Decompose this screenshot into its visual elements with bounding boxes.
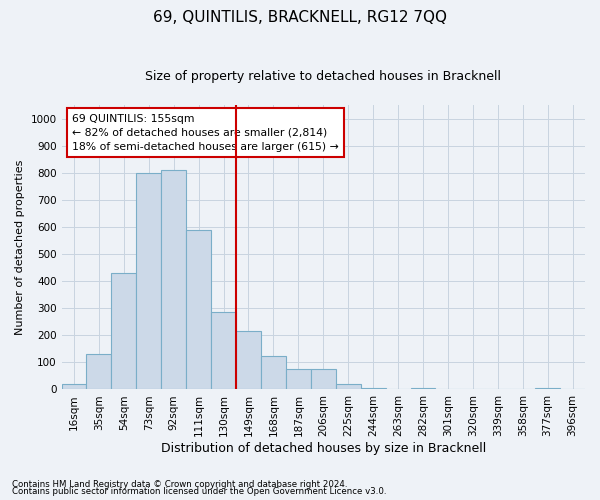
Bar: [112, 273, 136, 390]
X-axis label: Distribution of detached houses by size in Bracknell: Distribution of detached houses by size …: [161, 442, 486, 455]
Bar: [535, 388, 560, 390]
Title: Size of property relative to detached houses in Bracknell: Size of property relative to detached ho…: [145, 70, 501, 83]
Bar: [62, 384, 86, 390]
Y-axis label: Number of detached properties: Number of detached properties: [15, 160, 25, 335]
Text: Contains public sector information licensed under the Open Government Licence v3: Contains public sector information licen…: [12, 487, 386, 496]
Bar: [136, 172, 161, 390]
Bar: [311, 369, 336, 390]
Bar: [161, 170, 186, 390]
Bar: [336, 384, 361, 390]
Bar: [361, 388, 386, 390]
Bar: [286, 369, 311, 390]
Bar: [186, 230, 211, 390]
Bar: [211, 312, 236, 390]
Bar: [410, 388, 436, 390]
Bar: [261, 356, 286, 390]
Text: 69, QUINTILIS, BRACKNELL, RG12 7QQ: 69, QUINTILIS, BRACKNELL, RG12 7QQ: [153, 10, 447, 25]
Bar: [86, 354, 112, 390]
Text: Contains HM Land Registry data © Crown copyright and database right 2024.: Contains HM Land Registry data © Crown c…: [12, 480, 347, 489]
Bar: [236, 331, 261, 390]
Text: 69 QUINTILIS: 155sqm
← 82% of detached houses are smaller (2,814)
18% of semi-de: 69 QUINTILIS: 155sqm ← 82% of detached h…: [72, 114, 339, 152]
